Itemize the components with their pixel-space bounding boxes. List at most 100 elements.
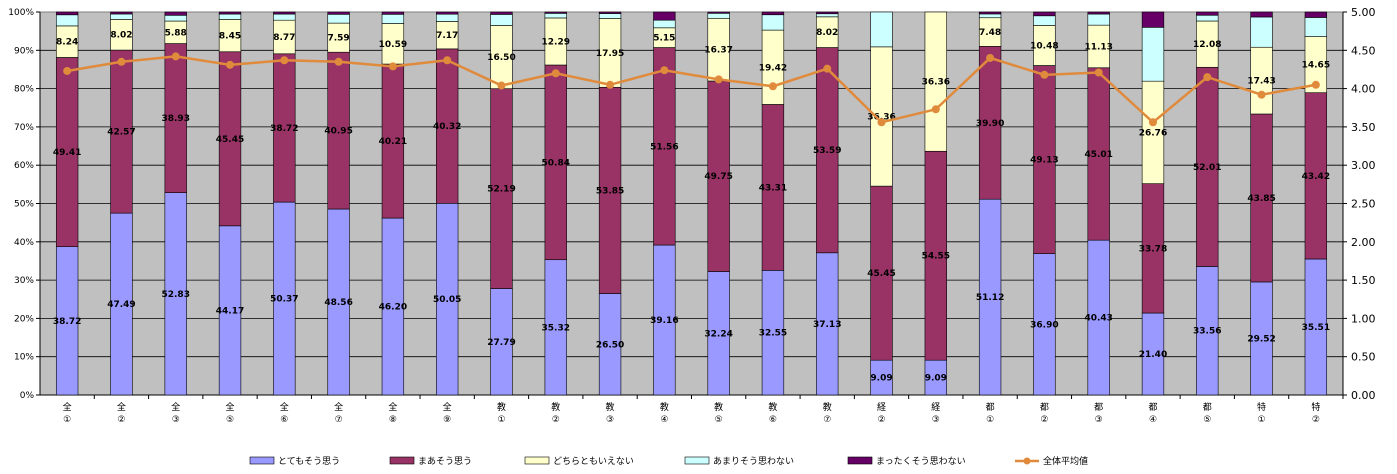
y-right-tick-label: 1.50 <box>1351 274 1376 287</box>
bar-segment <box>436 11 459 15</box>
average-point <box>768 82 777 91</box>
bar-segment <box>544 11 567 14</box>
average-point <box>1257 90 1266 99</box>
average-point <box>606 80 615 89</box>
bar-segment <box>761 11 785 16</box>
bar-segment <box>273 13 296 21</box>
bar-segment <box>1141 27 1165 82</box>
bar-segment <box>110 11 133 15</box>
x-tick-label: ⑧ <box>389 415 397 425</box>
data-label: 52.19 <box>487 185 515 195</box>
x-tick-label: ③ <box>172 415 180 425</box>
bar-segment <box>381 11 405 15</box>
data-label: 40.32 <box>433 122 461 132</box>
data-label: 44.17 <box>216 306 244 316</box>
data-label: 45.01 <box>1084 150 1112 160</box>
legend-label: まったくそう思わない <box>876 456 966 467</box>
bar-segment <box>381 13 405 24</box>
data-label: 11.13 <box>1084 42 1112 52</box>
bar-segment <box>816 11 839 15</box>
data-label: 45.45 <box>216 135 244 145</box>
data-label: 38.72 <box>270 124 298 134</box>
average-point <box>1094 68 1103 77</box>
data-label: 21.40 <box>1139 350 1167 360</box>
bar-segment <box>273 11 296 15</box>
bar-segment <box>761 14 785 31</box>
data-label: 26.50 <box>596 340 624 350</box>
x-tick-label: ② <box>1312 415 1320 425</box>
bar-segment <box>598 11 622 14</box>
bar-segment <box>1196 11 1219 16</box>
x-tick-label: 教 <box>660 401 669 413</box>
average-point <box>1203 73 1212 82</box>
x-tick-label: ② <box>552 415 560 425</box>
data-label: 33.56 <box>1193 327 1221 337</box>
y-right-tick-label: 2.00 <box>1351 236 1376 249</box>
data-label: 42.57 <box>107 128 135 138</box>
data-label: 49.13 <box>1030 156 1058 166</box>
data-label: 36.36 <box>922 78 950 88</box>
data-label: 35.51 <box>1302 323 1330 333</box>
bar-segment <box>1250 11 1273 18</box>
bar-segment <box>164 11 187 16</box>
x-tick-label: ⑦ <box>823 415 831 425</box>
data-label: 50.05 <box>433 295 461 305</box>
y-left-tick-label: 100% <box>8 8 34 18</box>
data-label: 5.88 <box>165 28 187 38</box>
x-tick-label: 全 <box>117 401 126 413</box>
data-label: 7.48 <box>979 28 1001 38</box>
data-label: 48.56 <box>324 298 352 308</box>
data-label: 43.85 <box>1247 194 1275 204</box>
data-label: 53.85 <box>596 186 624 196</box>
x-tick-label: 都 <box>986 402 995 413</box>
data-label: 46.20 <box>379 303 407 313</box>
bar-segment <box>1033 15 1056 26</box>
legend-label: とてもそう思う <box>278 456 340 467</box>
y-right-tick-label: 4.50 <box>1351 44 1376 57</box>
x-tick-label: ③ <box>606 415 614 425</box>
x-tick-label: 経 <box>877 401 886 413</box>
data-label: 49.75 <box>704 172 732 182</box>
average-point <box>388 62 397 71</box>
bar-segment <box>327 13 350 24</box>
bar-segment <box>653 11 676 21</box>
data-label: 50.84 <box>542 158 570 168</box>
data-label: 38.72 <box>53 317 81 327</box>
legend-swatch <box>389 456 415 465</box>
data-label: 36.36 <box>867 112 895 122</box>
bar-segment <box>1196 14 1219 22</box>
data-label: 29.52 <box>1247 334 1275 344</box>
bar-segment <box>218 13 242 20</box>
data-label: 9.09 <box>925 374 947 384</box>
data-label: 12.08 <box>1193 40 1221 50</box>
average-point <box>280 56 289 65</box>
x-tick-label: ② <box>1040 415 1048 425</box>
legend-label: まあそう思う <box>418 456 472 467</box>
data-label: 8.77 <box>273 33 295 43</box>
x-tick-label: 全 <box>443 401 452 413</box>
legend-label: 全体平均値 <box>1043 455 1088 467</box>
data-label: 54.55 <box>922 252 950 262</box>
data-label: 7.17 <box>436 31 458 41</box>
x-tick-label: 教 <box>714 401 723 413</box>
data-label: 27.79 <box>487 338 515 348</box>
data-label: 17.43 <box>1247 77 1275 87</box>
legend-label: どちらともいえない <box>553 456 634 467</box>
data-label: 47.49 <box>107 300 135 310</box>
legend-swatch <box>524 456 550 465</box>
data-label: 17.95 <box>596 49 624 59</box>
bar-segment <box>816 13 839 18</box>
data-label: 35.32 <box>542 323 570 333</box>
x-tick-label: 全 <box>171 401 180 413</box>
x-tick-label: ⑨ <box>443 415 451 425</box>
data-label: 8.02 <box>110 31 132 41</box>
x-tick-label: ② <box>117 415 125 425</box>
average-point <box>63 66 72 75</box>
x-tick-label: 特 <box>1311 401 1320 413</box>
bar-segment <box>544 13 567 19</box>
x-tick-label: 教 <box>606 401 615 413</box>
data-label: 14.65 <box>1302 61 1330 71</box>
bar-segment <box>1141 11 1165 28</box>
